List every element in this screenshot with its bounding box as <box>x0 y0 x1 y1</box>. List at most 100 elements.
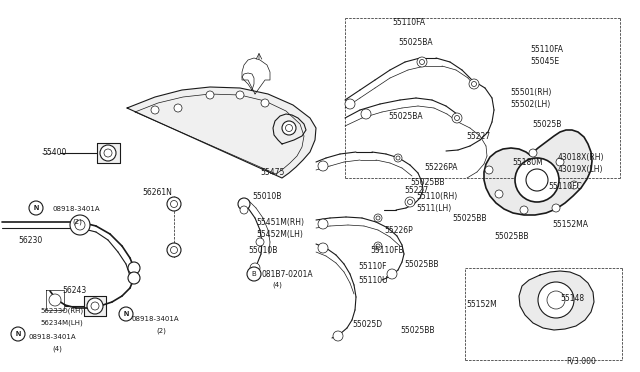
Circle shape <box>261 99 269 107</box>
Circle shape <box>151 106 159 114</box>
Circle shape <box>236 91 244 99</box>
Circle shape <box>247 267 261 281</box>
Text: 55227: 55227 <box>466 132 490 141</box>
Circle shape <box>408 199 413 205</box>
Circle shape <box>167 243 181 257</box>
Circle shape <box>318 243 328 253</box>
Text: 55226P: 55226P <box>384 226 413 235</box>
Circle shape <box>520 206 528 214</box>
Circle shape <box>419 60 424 64</box>
Circle shape <box>376 244 380 248</box>
Text: 55025BB: 55025BB <box>494 232 529 241</box>
Circle shape <box>526 169 548 191</box>
Text: 55400: 55400 <box>42 148 67 157</box>
Text: 55110FC: 55110FC <box>548 182 582 191</box>
Polygon shape <box>273 114 306 144</box>
Circle shape <box>100 145 116 161</box>
Polygon shape <box>127 87 316 178</box>
Text: 55226PA: 55226PA <box>424 163 458 172</box>
Text: 08918-3401A: 08918-3401A <box>52 206 100 212</box>
Circle shape <box>333 331 343 341</box>
Circle shape <box>170 247 177 253</box>
Polygon shape <box>46 290 64 310</box>
Polygon shape <box>97 143 120 163</box>
Text: 55025BB: 55025BB <box>400 326 435 335</box>
Circle shape <box>91 302 99 310</box>
Text: 43019X(LH): 43019X(LH) <box>558 165 604 174</box>
Circle shape <box>238 198 250 210</box>
Text: 56230: 56230 <box>18 236 42 245</box>
Circle shape <box>570 181 578 189</box>
Text: 08918-3401A: 08918-3401A <box>28 334 76 340</box>
Circle shape <box>87 298 103 314</box>
Polygon shape <box>84 296 106 316</box>
Text: 55152MA: 55152MA <box>552 220 588 229</box>
Circle shape <box>206 91 214 99</box>
Circle shape <box>452 113 462 123</box>
Text: 55110U: 55110U <box>358 276 388 285</box>
Text: 55025D: 55025D <box>352 320 382 329</box>
Circle shape <box>282 121 296 135</box>
Circle shape <box>472 81 477 87</box>
Text: 56261N: 56261N <box>142 188 172 197</box>
Text: 55452M(LH): 55452M(LH) <box>256 230 303 239</box>
Text: 55025BB: 55025BB <box>410 178 445 187</box>
Circle shape <box>318 161 328 171</box>
Circle shape <box>70 215 90 235</box>
Text: B: B <box>252 271 257 277</box>
Circle shape <box>376 216 380 220</box>
Text: N: N <box>124 311 129 317</box>
Circle shape <box>394 154 402 162</box>
Text: 55451M(RH): 55451M(RH) <box>256 218 304 227</box>
Circle shape <box>170 201 177 208</box>
Circle shape <box>119 307 133 321</box>
Circle shape <box>469 79 479 89</box>
Text: 56234M(LH): 56234M(LH) <box>40 320 83 327</box>
Circle shape <box>174 104 182 112</box>
Text: R/3.000: R/3.000 <box>566 356 596 365</box>
Text: 55180M: 55180M <box>512 158 543 167</box>
Text: 55025BA: 55025BA <box>398 38 433 47</box>
Text: (2): (2) <box>72 218 82 224</box>
Circle shape <box>318 219 328 229</box>
Text: (4): (4) <box>52 346 62 353</box>
Circle shape <box>547 291 565 309</box>
Circle shape <box>515 158 559 202</box>
Text: 55025BB: 55025BB <box>404 260 438 269</box>
Text: N: N <box>15 331 20 337</box>
Text: 55025BA: 55025BA <box>388 112 422 121</box>
Text: 55045E: 55045E <box>530 57 559 66</box>
Circle shape <box>387 269 397 279</box>
Circle shape <box>556 158 564 166</box>
Text: 55110FA: 55110FA <box>530 45 563 54</box>
Circle shape <box>552 204 560 212</box>
Text: 55475: 55475 <box>260 168 284 177</box>
Circle shape <box>250 263 260 273</box>
Text: 55148: 55148 <box>560 294 584 303</box>
Text: 55110F: 55110F <box>358 262 387 271</box>
Circle shape <box>529 149 537 157</box>
Circle shape <box>75 220 85 230</box>
Circle shape <box>374 242 382 250</box>
Text: 55110FA: 55110FA <box>392 18 425 27</box>
Text: 55110(RH): 55110(RH) <box>416 192 457 201</box>
Circle shape <box>361 109 371 119</box>
Polygon shape <box>484 130 592 215</box>
Circle shape <box>240 206 248 214</box>
Circle shape <box>538 282 574 318</box>
Text: 081B7-0201A: 081B7-0201A <box>262 270 314 279</box>
Circle shape <box>454 115 460 121</box>
Circle shape <box>104 149 112 157</box>
Circle shape <box>485 166 493 174</box>
Circle shape <box>167 197 181 211</box>
Circle shape <box>345 99 355 109</box>
Text: 55110FB: 55110FB <box>370 246 404 255</box>
Text: 5511(LH): 5511(LH) <box>416 204 451 213</box>
Text: 55025B: 55025B <box>532 120 561 129</box>
Circle shape <box>256 238 264 246</box>
Text: 56243: 56243 <box>62 286 86 295</box>
Circle shape <box>29 201 43 215</box>
Text: 55010B: 55010B <box>252 192 282 201</box>
Circle shape <box>396 156 400 160</box>
Text: 55010B: 55010B <box>248 246 277 255</box>
